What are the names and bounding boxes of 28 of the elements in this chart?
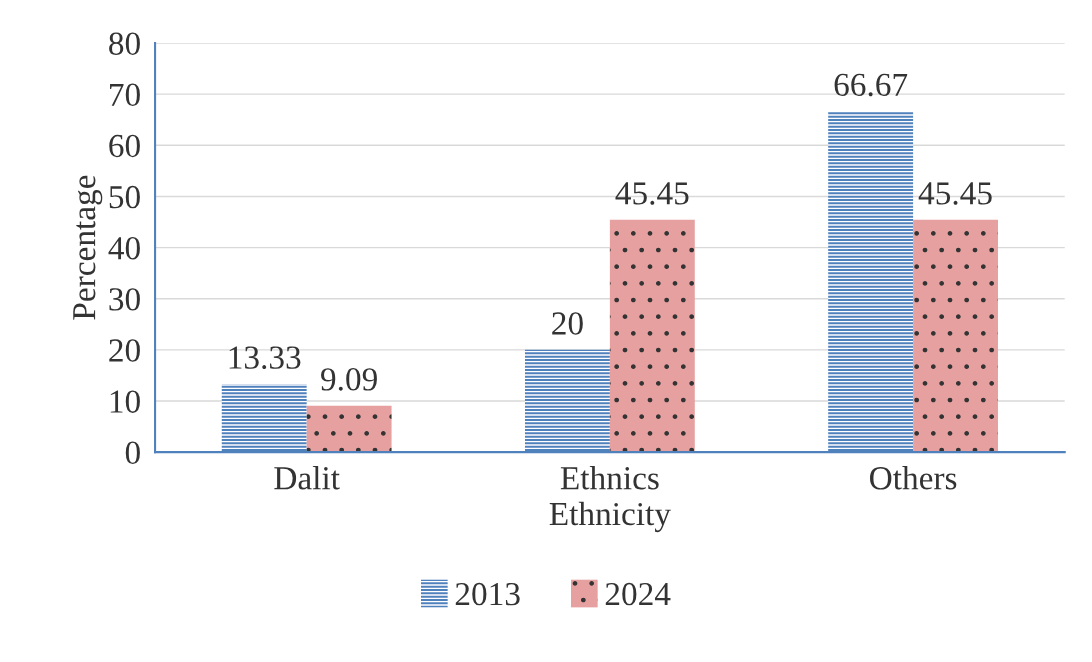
data-label: 66.67	[834, 73, 908, 97]
bar	[524, 349, 610, 453]
y-tick-label: 60	[109, 134, 140, 158]
data-label: 13.33	[229, 346, 301, 370]
bar	[306, 405, 392, 453]
y-tick-label: 30	[109, 288, 140, 311]
y-tick-label: 10	[110, 390, 140, 413]
x-axis-title: Ethnicity	[549, 501, 671, 533]
x-tick-label: Others	[870, 466, 957, 490]
y-tick-label: 0	[125, 441, 140, 465]
legend-label: 2013	[455, 582, 520, 606]
x-tick-label: Ethnics	[560, 466, 659, 490]
y-tick-label: 70	[110, 83, 140, 107]
legend-label: 2024	[605, 582, 671, 606]
y-tick-label: 80	[109, 32, 140, 55]
bar	[828, 111, 914, 453]
y-tick-label: 40	[108, 236, 140, 260]
data-label: 20	[552, 312, 583, 335]
x-tick-label: Dalit	[274, 466, 340, 490]
y-tick-label: 20	[109, 339, 140, 362]
bar	[609, 219, 695, 453]
bar	[221, 383, 307, 453]
y-axis-title: Percentage	[73, 175, 103, 320]
data-label: 45.45	[615, 182, 689, 205]
data-label: 45.45	[918, 182, 992, 205]
data-label: 9.09	[321, 368, 377, 391]
bar	[913, 219, 998, 453]
y-tick-label: 50	[109, 185, 140, 209]
